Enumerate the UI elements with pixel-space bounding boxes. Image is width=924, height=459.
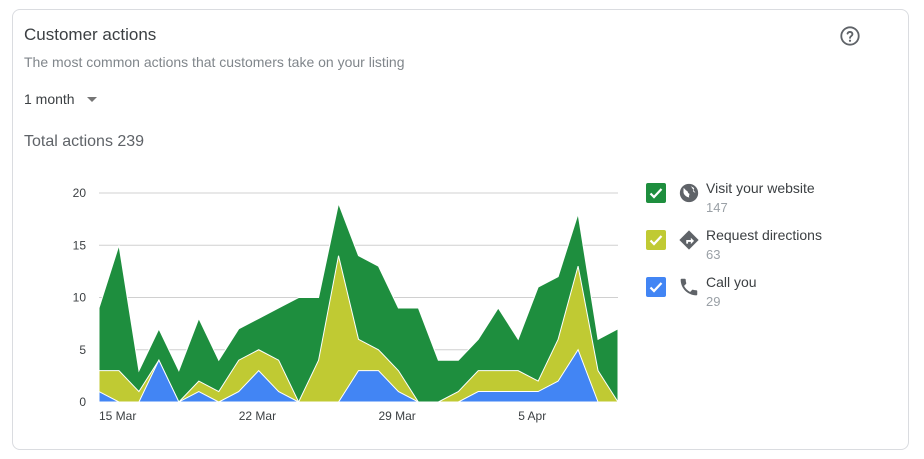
legend-label-directions: Request directions: [706, 227, 822, 243]
area-series-call-you: [98, 348, 618, 403]
legend-label-website: Visit your website: [706, 180, 815, 196]
checkbox-website[interactable]: [646, 183, 666, 203]
chevron-down-icon: [86, 96, 97, 102]
checkbox-calls[interactable]: [646, 277, 666, 297]
x-tick-label: 15 Mar: [99, 409, 136, 423]
phone-icon: [680, 278, 698, 296]
card-subtitle: The most common actions that customers t…: [24, 54, 405, 70]
y-tick-label: 0: [79, 395, 86, 409]
checkbox-directions[interactable]: [646, 230, 666, 250]
checkmark-icon: [649, 188, 663, 199]
legend-count-calls: 29: [706, 294, 721, 309]
legend-item-calls[interactable]: Call you 29: [646, 274, 886, 318]
legend-item-website[interactable]: Visit your website 147: [646, 180, 886, 224]
checkmark-icon: [649, 282, 663, 293]
checkmark-icon: [649, 235, 663, 246]
total-actions: Total actions 239: [24, 133, 145, 150]
y-tick-label: 5: [79, 343, 86, 357]
x-tick-label: 5 Apr: [518, 409, 546, 423]
globe-icon: [679, 183, 699, 203]
card-title: Customer actions: [24, 25, 157, 44]
x-tick-label: 29 Mar: [378, 409, 415, 423]
date-range-label: 1 month: [24, 91, 75, 107]
area-series-visit-your-website: [98, 201, 619, 403]
y-tick-label: 20: [73, 186, 87, 200]
legend-label-calls: Call you: [706, 274, 757, 290]
legend-count-directions: 63: [706, 247, 721, 262]
help-circle-icon[interactable]: [839, 25, 861, 47]
legend-item-directions[interactable]: Request directions 63: [646, 227, 886, 271]
date-range-dropdown[interactable]: 1 month: [24, 91, 97, 107]
y-tick-label: 10: [73, 291, 87, 305]
directions-icon: [679, 230, 699, 250]
legend-count-website: 147: [706, 200, 728, 215]
x-tick-label: 22 Mar: [239, 409, 276, 423]
y-tick-label: 15: [73, 238, 87, 252]
